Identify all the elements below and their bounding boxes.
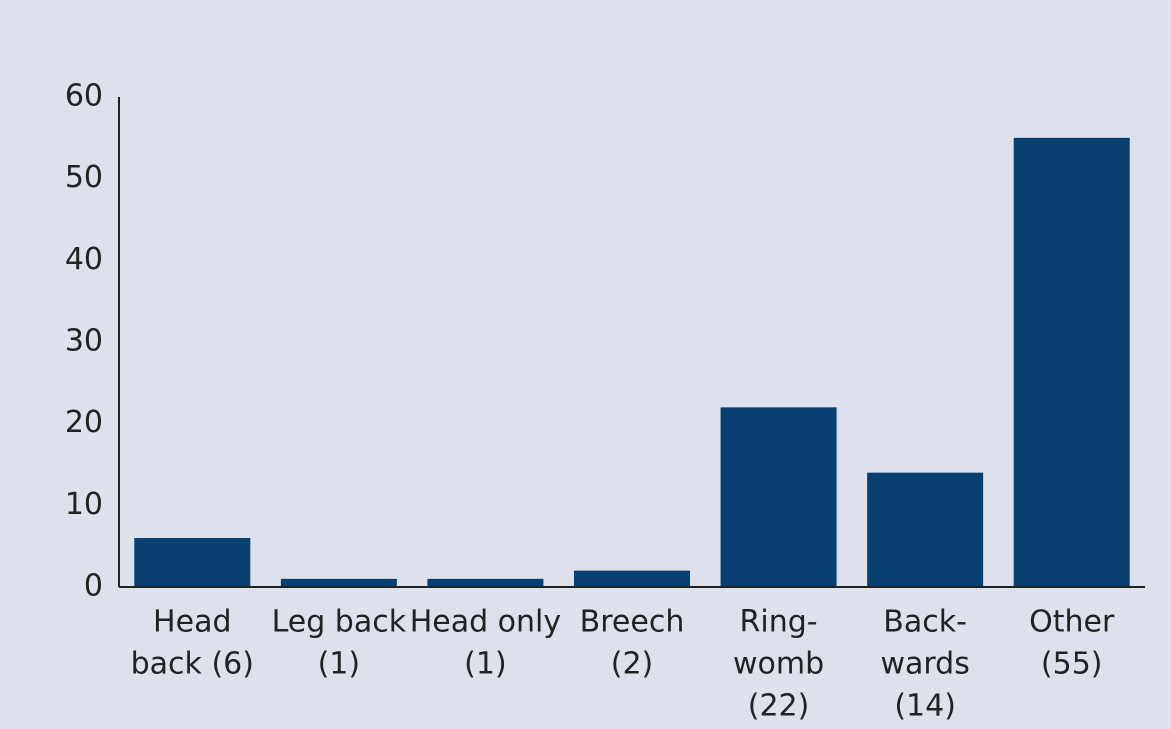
x-tick-label: Leg back: [272, 605, 407, 640]
x-tick-label: (14): [894, 689, 956, 724]
x-tick-label: (1): [318, 647, 361, 682]
y-tick-label: 0: [84, 569, 103, 604]
bar: [134, 538, 251, 587]
x-tick-label: womb: [733, 647, 824, 682]
bar: [280, 578, 397, 587]
y-tick-label: 40: [65, 242, 103, 277]
x-tick-label: (22): [748, 689, 810, 724]
x-tick-label: Back-: [883, 605, 967, 640]
x-tick-label: (55): [1041, 647, 1103, 682]
bar: [574, 570, 690, 587]
x-tick-label: Ring-: [740, 605, 818, 640]
x-tick-label: (1): [464, 647, 507, 682]
x-tick-label: Head only: [410, 605, 561, 640]
bar: [427, 578, 544, 587]
x-tick-label: (2): [611, 647, 654, 682]
y-tick-label: 20: [65, 405, 103, 440]
y-tick-label: 30: [65, 324, 103, 359]
x-tick-label: Head: [153, 605, 231, 640]
bar: [720, 407, 837, 587]
bar: [867, 472, 984, 587]
x-tick-label: Breech: [580, 605, 685, 640]
bar: [1013, 137, 1130, 588]
y-tick-label: 50: [65, 160, 103, 195]
y-tick-label: 60: [65, 79, 103, 114]
y-tick-label: 10: [65, 487, 103, 522]
x-tick-label: wards: [880, 647, 969, 682]
x-tick-label: back (6): [131, 647, 254, 682]
x-tick-label: Other: [1029, 605, 1115, 640]
